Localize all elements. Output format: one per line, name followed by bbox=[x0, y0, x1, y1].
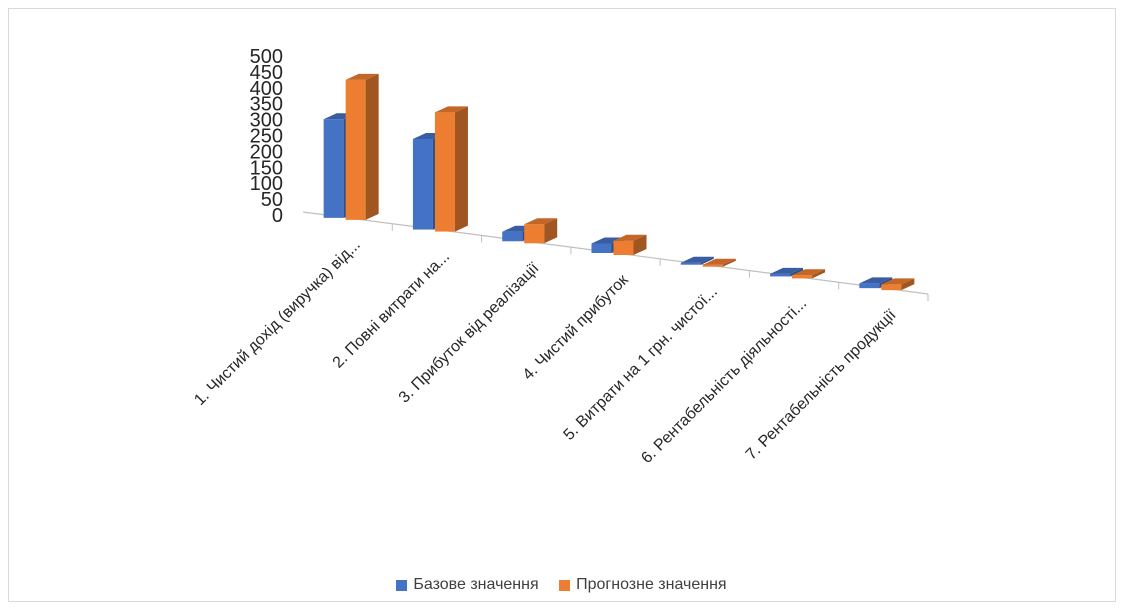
bar-2-front bbox=[613, 240, 634, 255]
bar-1-top bbox=[859, 277, 893, 284]
bar-1-front bbox=[770, 273, 791, 277]
y-tick-label: 350 bbox=[250, 94, 283, 116]
bar-1-side bbox=[790, 267, 804, 277]
bar-2-side bbox=[812, 269, 826, 279]
bar-1-top bbox=[680, 256, 714, 263]
bar-2-side bbox=[365, 73, 379, 220]
y-tick-label: 50 bbox=[261, 189, 283, 211]
x-tick-label: 6. Рентабельність діяльності... bbox=[638, 295, 810, 467]
bar-2-front bbox=[792, 275, 813, 279]
y-tick-label: 250 bbox=[250, 126, 283, 148]
bar-1-front bbox=[591, 243, 612, 253]
y-tick-label: 100 bbox=[250, 173, 283, 195]
bar-1-front bbox=[859, 283, 880, 289]
y-tick-label: 200 bbox=[250, 141, 283, 163]
bar-2-front bbox=[524, 224, 545, 244]
y-tick-label: 500 bbox=[250, 46, 283, 68]
x-tick-label: 4. Чистий прибуток bbox=[520, 271, 633, 384]
bar-1-top bbox=[770, 267, 804, 274]
bar-2-side bbox=[454, 106, 468, 232]
chart-area bbox=[8, 8, 1116, 602]
bar-1-top bbox=[591, 237, 625, 244]
legend-swatch-series-1 bbox=[396, 579, 408, 591]
bar-1-front bbox=[323, 119, 344, 218]
bar-2-top bbox=[613, 234, 647, 241]
bar-2-top bbox=[524, 218, 558, 225]
y-tick-label: 0 bbox=[272, 205, 283, 227]
bar-1-front bbox=[502, 231, 523, 242]
bar-2-front bbox=[702, 264, 723, 267]
y-tick-label: 450 bbox=[250, 62, 283, 84]
bar-2-side bbox=[901, 278, 915, 291]
y-tick-label: 400 bbox=[250, 78, 283, 100]
bar-2-top bbox=[345, 73, 379, 80]
x-tick-label: 2. Повні витрати на... bbox=[330, 248, 453, 371]
chart-legend: Базове значення Прогнозне значення bbox=[0, 576, 1123, 596]
bar-2-side bbox=[633, 234, 647, 255]
bar-2-front bbox=[345, 79, 366, 220]
bar-2-top bbox=[792, 269, 826, 276]
bar-2-side bbox=[544, 218, 558, 244]
bar-1-side bbox=[700, 256, 714, 265]
y-tick-label: 150 bbox=[250, 157, 283, 179]
bar-2-front bbox=[881, 284, 902, 291]
legend-item-series-1: Базове значення bbox=[396, 576, 539, 594]
bar-2-top bbox=[881, 278, 915, 285]
y-tick-label: 300 bbox=[250, 110, 283, 132]
legend-label-series-1: Базове значення bbox=[413, 576, 539, 593]
legend-swatch-series-2 bbox=[559, 579, 571, 591]
legend-item-series-2: Прогнозне значення bbox=[559, 576, 727, 594]
legend-label-series-2: Прогнозне значення bbox=[576, 576, 727, 593]
x-tick-label: 1. Чистий дохід (виручка) від... bbox=[191, 236, 364, 409]
bar-2-top bbox=[434, 106, 468, 113]
bar-1-front bbox=[412, 138, 433, 230]
bar-2-side bbox=[722, 258, 736, 267]
bar-2-front bbox=[434, 112, 455, 232]
bar-1-front bbox=[680, 262, 701, 265]
bar-2-top bbox=[702, 258, 736, 265]
